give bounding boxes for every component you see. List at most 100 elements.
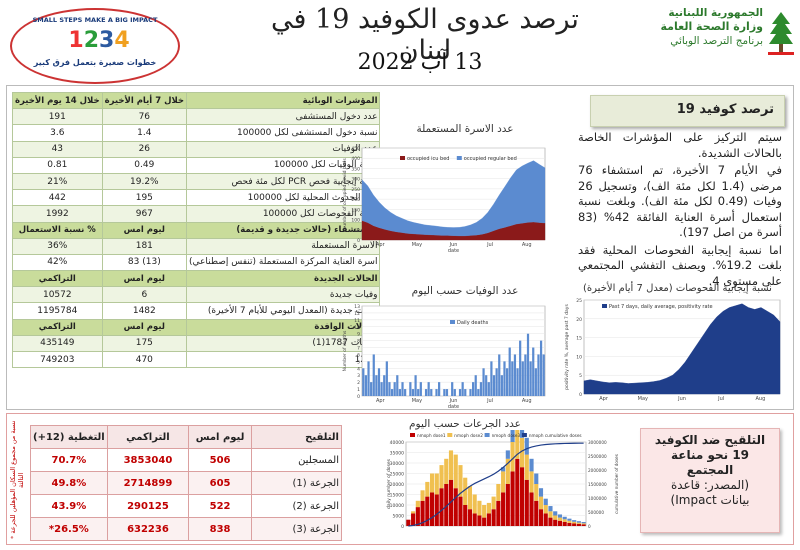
death-bar xyxy=(472,382,475,396)
dose-bar xyxy=(448,450,454,480)
dose-bar xyxy=(567,520,572,523)
table-cell: 749203 xyxy=(12,350,103,369)
table-header-cell: التراكمي xyxy=(106,425,190,449)
y2-axis-label: cumulative number of doses xyxy=(614,454,619,514)
dose-bar xyxy=(548,517,553,526)
dose-bar xyxy=(406,519,411,526)
dose-bar xyxy=(519,437,525,468)
death-bar xyxy=(524,354,527,396)
y-tick-label: 40000 xyxy=(390,440,404,446)
dose-bar xyxy=(576,521,581,523)
table-row: 43.9% 290125 522 الجرعة (2) xyxy=(30,494,343,518)
table-row: 7492034701214 xyxy=(12,350,381,369)
y-tick-label: 5 xyxy=(357,359,360,365)
y-tick-label: 1 xyxy=(357,387,360,393)
table-row: 0.81 0.49 نسبة الوفيات لكل 100000 xyxy=(12,156,381,174)
table-cell: الاسرة المستعملة xyxy=(186,237,381,255)
dose-bar xyxy=(510,442,515,472)
y2-tick-label: 500000 xyxy=(588,510,604,515)
dose-bar xyxy=(581,523,586,525)
summary-text: سيتم التركيز على المؤشرات الخاصة بالحالا… xyxy=(578,130,782,288)
y-tick-label: 10 xyxy=(354,325,360,331)
dose-bar xyxy=(496,484,501,501)
vaccination-footnote: * نسبة من مجموع السكان المؤهلين للجرعة ا… xyxy=(9,420,25,540)
death-bar xyxy=(430,389,433,396)
table-header-cell: % نسبة الاستعمال xyxy=(12,221,103,239)
y-tick-label: 0 xyxy=(357,238,360,244)
death-bar xyxy=(453,389,456,396)
logo-number-4: 4 xyxy=(114,28,130,53)
logo-numbers: 1234 xyxy=(44,28,154,53)
death-bar xyxy=(372,354,375,396)
dose-bar xyxy=(562,521,567,526)
table-cell: 290125 xyxy=(106,494,190,518)
y-tick-label: 8 xyxy=(357,339,360,345)
death-bar xyxy=(532,347,535,396)
dose-bar xyxy=(472,513,477,526)
death-bar xyxy=(424,389,428,396)
table-cell: 1195784 xyxy=(12,302,103,320)
dose-bar xyxy=(477,515,482,526)
dose-bar xyxy=(501,471,506,493)
death-bar xyxy=(401,382,404,396)
table-cell: الجرعة (3) xyxy=(250,517,343,541)
y-tick-label: 5 xyxy=(579,373,582,379)
y-tick-label: 9 xyxy=(357,332,360,338)
dose-bar xyxy=(576,523,581,526)
x-tick-label: Aug xyxy=(522,398,532,404)
table-cell: 2714899 xyxy=(106,471,190,495)
death-bar xyxy=(375,375,378,396)
dose-bar xyxy=(501,492,506,526)
dose-bar xyxy=(477,500,482,516)
x-tick-label: Jun xyxy=(677,396,686,402)
logo-number-1: 1 xyxy=(68,28,84,53)
y-tick-label: 150 xyxy=(351,207,360,213)
dose-bar xyxy=(519,467,525,526)
table-cell: 42% xyxy=(12,253,103,272)
dose-bar xyxy=(543,498,548,505)
dose-bar xyxy=(529,471,534,493)
x-tick-label: Aug xyxy=(756,396,766,402)
dose-bar xyxy=(429,473,435,493)
y-axis-label: Number of deaths xyxy=(342,330,348,371)
y-tick-label: 0 xyxy=(357,394,360,400)
table-header-cell: ليوم امس xyxy=(188,425,252,449)
dose-bar xyxy=(467,486,473,510)
legend-swatch xyxy=(602,304,607,308)
dose-bar xyxy=(482,517,487,526)
dose-bar xyxy=(572,521,577,524)
death-bar xyxy=(417,389,420,396)
surveillance-panel xyxy=(6,85,794,410)
dose-bar xyxy=(463,505,468,526)
summary-paragraph: اما نسبة إيجابية الفحوصات المحلية فقد بل… xyxy=(578,242,782,288)
death-bar xyxy=(485,375,488,396)
dose-bar xyxy=(534,500,539,526)
dose-bar xyxy=(543,505,548,514)
table-cell: 6 xyxy=(101,286,188,304)
death-bar xyxy=(492,375,496,396)
table-cell: 175 xyxy=(101,334,188,353)
legend-label: nmoph cumulative doses xyxy=(529,433,582,438)
cedar-icon xyxy=(768,12,794,55)
dose-bar xyxy=(534,484,539,501)
y-tick-label: 15000 xyxy=(390,493,404,499)
death-bar xyxy=(479,382,483,396)
dose-bar xyxy=(415,500,420,508)
table-header-cell: التراكمي xyxy=(12,270,103,288)
death-bar xyxy=(367,361,370,396)
table-row: 70.7% 3853040 506 المسجلين xyxy=(30,448,343,472)
area-series-regular xyxy=(361,160,546,237)
table-cell: 1482 xyxy=(101,302,188,320)
death-bar xyxy=(409,382,412,396)
y-tick-label: 12 xyxy=(354,311,360,317)
death-bar xyxy=(495,368,498,396)
death-bar xyxy=(461,382,464,396)
table-cell: 632236 xyxy=(106,517,190,541)
table-row: 442 195 عدد الحدوث المحلية لكل 100000 xyxy=(12,189,381,207)
table-header-cell: الحالات الجديدة xyxy=(186,270,381,288)
y-tick-label: 6 xyxy=(357,352,360,358)
dose-bar xyxy=(510,430,515,442)
x-tick-label: Apr xyxy=(376,242,386,248)
table-row: 42% (13) 83 اسرة العناية المركزة المستعملة… xyxy=(12,253,381,272)
y-axis-label: daily number of doses xyxy=(386,458,392,509)
